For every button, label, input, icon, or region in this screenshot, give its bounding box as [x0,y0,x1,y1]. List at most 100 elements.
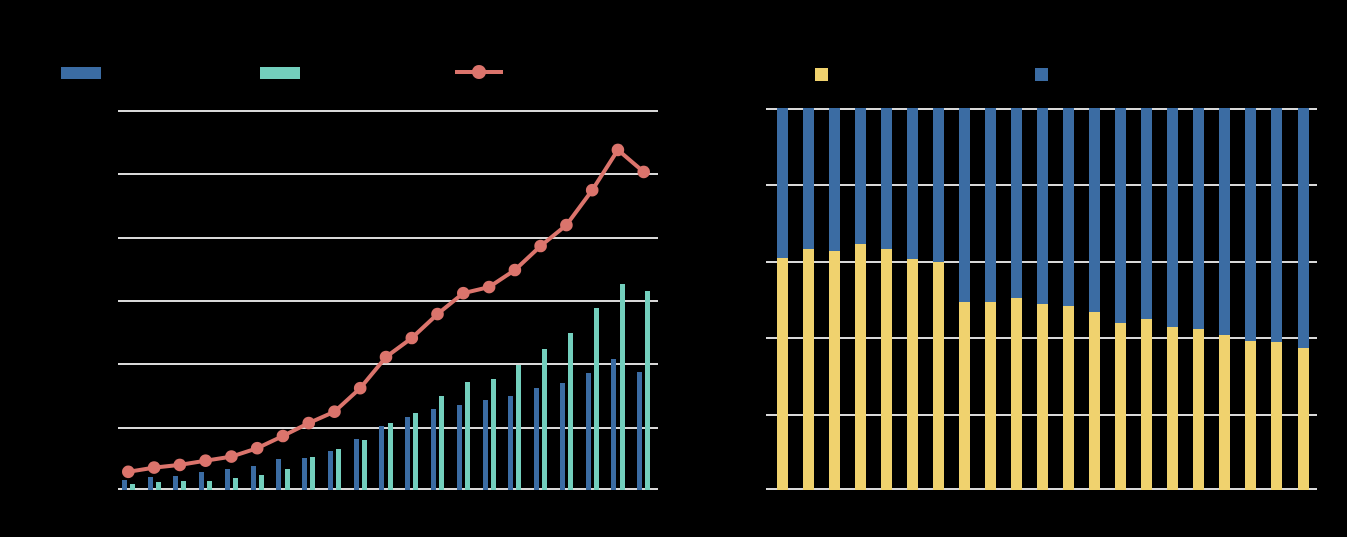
blue-share-segment [984,108,996,303]
blue-share-segment [1245,108,1257,342]
yellow-share-segment [854,244,866,490]
teal-bars-bar [387,423,393,490]
teal-bars-bar [645,290,651,490]
legend-swatch-blue-share [1035,68,1048,81]
teal-bars-bar [233,477,238,490]
blue-bars-bar [302,458,308,490]
blue-share-segment [776,108,788,258]
legend-swatch-line-marker-icon [455,64,503,80]
teal-bars-bar [439,396,445,490]
line-marker-icon [353,381,367,395]
salmon-line-series [122,143,650,479]
teal-bars-bar [542,349,548,490]
yellow-share-segment [932,261,944,490]
blue-bars-bar [327,450,333,490]
line-marker-icon [534,239,547,253]
blue-share-segment [828,108,840,252]
yellow-share-segment [1297,347,1309,490]
blue-share-segment [1011,108,1022,298]
line-marker-icon [276,429,290,443]
yellow-share-segment [1271,342,1283,490]
blue-bars-bar [379,426,385,490]
blue-share-segment [1115,108,1127,324]
yellow-share-segment [984,302,996,490]
blue-bars-bar [508,396,514,490]
teal-bars-bar [310,456,316,490]
blue-share-segment [854,108,866,245]
yellow-share-segment [776,257,788,490]
teal-bars-bar [619,284,625,490]
line-marker-icon [585,183,599,197]
blue-bars-bar [121,480,127,490]
blue-bars-bar [430,409,436,490]
yellow-share-segment [958,302,970,490]
blue-share-segment [958,108,970,303]
blue-share-segment [1219,108,1231,335]
yellow-share-segment [906,258,918,490]
teal-bars-bar [568,333,573,490]
y-gridline [118,363,658,365]
left-plot-area [118,110,658,490]
yellow-share-segment [1115,323,1127,490]
yellow-share-segment [828,251,840,491]
line-marker-icon [379,350,393,364]
y-gridline [118,300,658,302]
blue-share-segment [906,108,918,259]
blue-bars-bar [456,404,462,490]
y-gridline [118,237,658,239]
teal-bars-bar [258,475,264,490]
yellow-share-segment [1167,326,1179,490]
blue-share-segment [1063,108,1075,306]
blue-bars-bar [173,475,179,490]
yellow-share-segment [880,248,892,490]
blue-share-segment [1089,108,1101,313]
legend-swatch-teal-bars [260,67,300,79]
yellow-share-segment [1089,312,1101,490]
line-marker-icon [147,461,161,474]
teal-bars-bar [155,482,161,490]
blue-bars-bar [585,373,591,490]
blue-bars-bar [637,371,643,490]
yellow-share-segment [1193,328,1205,490]
line-marker-icon [560,218,573,232]
line-marker-icon [508,263,522,277]
teal-bars-bar [129,483,135,490]
line-marker-icon [611,143,625,157]
line-marker-icon [302,416,315,430]
teal-bars-bar [181,480,187,490]
blue-bars-bar [482,399,488,490]
yellow-share-segment [1011,297,1022,490]
yellow-share-segment [802,248,814,490]
teal-bars-bar [361,439,367,490]
yellow-share-segment [1141,318,1153,490]
blue-share-segment [1271,108,1283,343]
line-marker-icon [122,465,135,479]
blue-bars-bar [559,382,565,490]
line-marker-icon [405,331,419,345]
y-gridline [118,110,658,112]
line-marker-icon [328,405,341,419]
blue-share-segment [802,108,814,249]
blue-bars-bar [353,439,359,490]
blue-share-segment [932,108,944,262]
blue-share-segment [880,108,892,249]
blue-bars-bar [224,469,230,490]
line-marker-icon [250,441,264,455]
blue-share-segment [1193,108,1205,329]
line-marker-icon [199,454,212,468]
blue-bars-bar [147,477,153,490]
blue-share-segment [1037,108,1048,304]
line-marker-icon [482,280,496,294]
legend-swatch-blue-bars [61,67,101,79]
blue-bars-bar [534,388,539,490]
teal-bars-bar [336,449,342,490]
line-marker-icon [457,286,470,300]
line-marker-icon [431,307,444,321]
blue-bars-bar [405,417,411,490]
teal-bars-bar [413,412,419,490]
blue-bars-bar [276,458,282,490]
yellow-share-segment [1037,303,1048,490]
teal-bars-bar [593,308,599,490]
line-marker-icon [225,450,238,463]
